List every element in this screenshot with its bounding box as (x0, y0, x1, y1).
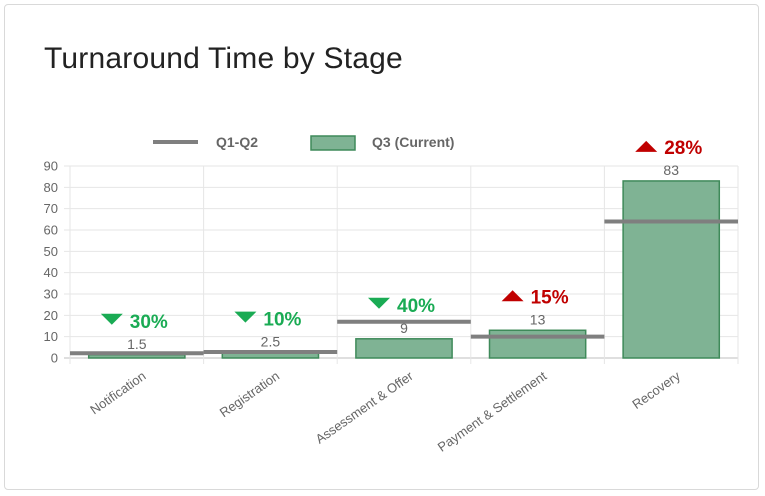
x-category-label: Notification (87, 368, 148, 417)
x-category-label: Payment & Settlement (435, 368, 550, 455)
down-arrow-icon (100, 313, 123, 325)
bar-3 (355, 338, 453, 359)
change-percent: 30% (130, 312, 168, 333)
data-label: 13 (530, 311, 546, 327)
y-tick-label: 90 (44, 159, 58, 174)
up-arrow-icon (501, 290, 524, 302)
x-category-label: Recovery (629, 368, 683, 412)
data-label: 9 (400, 320, 408, 336)
data-label: 2.5 (261, 334, 281, 350)
x-category-label: Assessment & Offer (313, 368, 417, 447)
data-label: 83 (663, 162, 679, 178)
bar-4 (488, 329, 587, 359)
legend-label-q1-q2: Q1-Q2 (216, 134, 258, 150)
x-category-label: Registration (217, 368, 282, 420)
change-percent: 40% (397, 296, 435, 317)
y-tick-label: 60 (44, 223, 58, 238)
y-tick-label: 0 (51, 351, 58, 366)
y-tick-label: 80 (44, 180, 58, 195)
down-arrow-icon (368, 297, 390, 309)
legend-swatch-q3 (310, 135, 356, 151)
y-tick-label: 70 (44, 201, 58, 216)
chart-title: Turnaround Time by Stage (44, 42, 403, 75)
change-percent: 10% (263, 310, 301, 331)
y-tick-label: 10 (44, 329, 58, 344)
y-tick-label: 30 (44, 287, 58, 302)
legend-label-q3: Q3 (Current) (372, 134, 454, 150)
y-tick-label: 50 (44, 244, 58, 259)
change-percent: 28% (664, 138, 702, 159)
down-arrow-icon (234, 311, 257, 323)
change-percent: 15% (531, 287, 569, 308)
bar-5 (622, 180, 721, 359)
up-arrow-icon (635, 140, 658, 152)
data-label: 1.5 (127, 336, 147, 352)
y-tick-label: 40 (44, 265, 58, 280)
y-tick-label: 20 (44, 308, 58, 323)
